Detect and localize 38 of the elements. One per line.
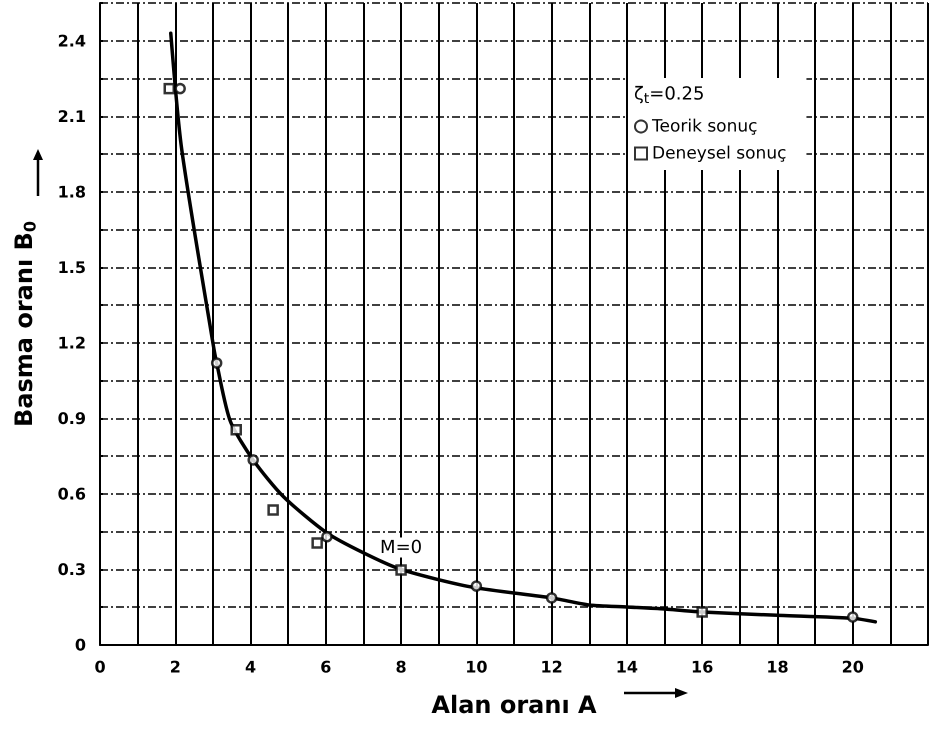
y-tick-label: 1.2 (58, 333, 86, 352)
point (174, 82, 186, 94)
point (395, 564, 407, 576)
point (696, 606, 708, 618)
legend-label: Teorik sonuç (651, 116, 758, 136)
point (164, 82, 175, 94)
x-tick-label: 18 (766, 658, 789, 676)
point (546, 592, 558, 604)
point (230, 424, 242, 436)
x-axis-title: Alan oranı A (431, 691, 598, 719)
x-tick-label: 20 (842, 658, 864, 676)
x-tick-label: 0 (94, 658, 106, 676)
point (846, 611, 858, 623)
annotation: M=0 (380, 536, 422, 558)
y-tick-label: 2.4 (58, 31, 86, 50)
y-tick-label: 1.8 (58, 182, 86, 202)
legend-label: Deneysel sonuç (652, 144, 786, 164)
y-tick-label: 0.9 (58, 408, 86, 428)
point (311, 537, 323, 549)
x-tick-label: 14 (616, 658, 638, 676)
y-tick-label: 0.3 (58, 560, 86, 579)
y-tick-label: 1.5 (58, 258, 86, 277)
x-tick-label: 4 (244, 658, 256, 676)
point (247, 454, 259, 466)
x-tick-label: 8 (396, 658, 407, 676)
y-tick-label: 0.6 (58, 484, 86, 504)
x-tick-label: 16 (691, 658, 714, 676)
point (267, 504, 279, 516)
point (210, 357, 222, 369)
y-axis-title: Basma oranı B0 (10, 221, 40, 427)
point (470, 580, 482, 592)
x-tick-label: 6 (320, 658, 332, 676)
x-tick-label: 2 (170, 658, 181, 676)
point (321, 530, 333, 542)
x-tick-label: 12 (540, 658, 563, 676)
y-tick-label: 0 (74, 636, 86, 654)
y-tick-label: 2.1 (58, 106, 86, 126)
x-tick-label: 10 (465, 658, 488, 676)
